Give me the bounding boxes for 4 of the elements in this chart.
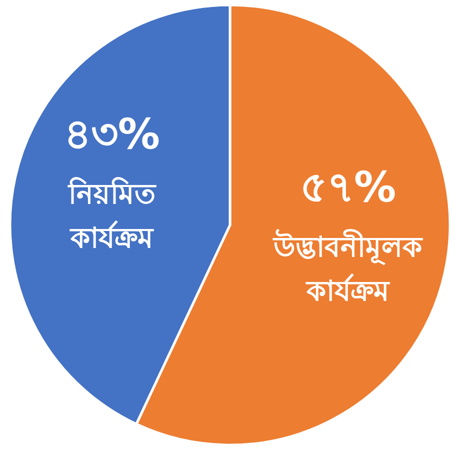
- slice-label: উদ্ভাবনীমূলক কার্যক্রম: [272, 228, 424, 308]
- data-label: ৪৩%: [64, 110, 160, 159]
- slice-label: নিয়মিত কার্যক্রম: [67, 176, 156, 255]
- data-label: ৫৭%: [300, 162, 396, 212]
